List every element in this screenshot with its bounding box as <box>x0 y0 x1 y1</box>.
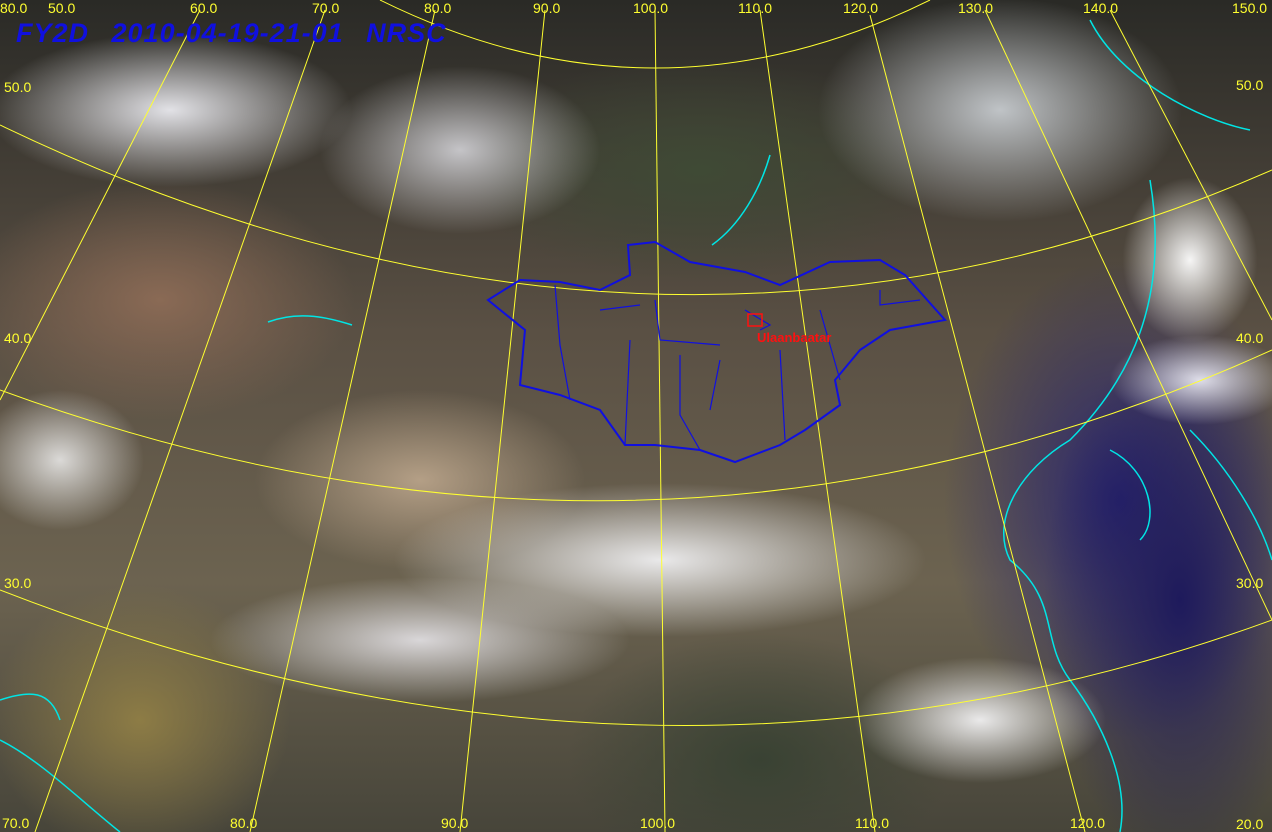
lon-label-bottom: 70.0 <box>2 815 30 831</box>
meridian-90 <box>459 9 546 832</box>
meridian-120 <box>869 14 1086 832</box>
lon-label-top: 80.0 <box>424 0 452 16</box>
parallel-20-upper <box>0 589 1272 726</box>
lat-label-left: 30.0 <box>4 575 32 591</box>
province-line <box>554 284 921 451</box>
lon-label-top: 70.0 <box>312 0 340 16</box>
coastline-east <box>1003 19 1251 832</box>
parallel-30-upper <box>0 349 1272 502</box>
ulaanbaatar-marker <box>747 313 763 327</box>
lat-label-left: 80.0 <box>0 0 28 16</box>
meridian-80 <box>249 9 436 832</box>
meridian-100 <box>654 9 666 832</box>
lat-label-right: 50.0 <box>1236 77 1264 93</box>
lon-label-top: 120.0 <box>843 0 879 16</box>
parallel-50 <box>379 0 931 69</box>
image-title: FY2D 2010-04-19-21-01 NRSC <box>16 18 447 48</box>
lon-label-top: 90.0 <box>533 0 561 16</box>
lat-label-right: 40.0 <box>1236 330 1264 346</box>
lat-label-left: 40.0 <box>4 330 32 346</box>
meridian-60 <box>0 9 201 401</box>
coastline-korea-japan <box>1109 429 1272 561</box>
lon-label-bottom: 90.0 <box>441 815 469 831</box>
lat-label-right: 20.0 <box>1236 816 1264 832</box>
lake-baikal <box>711 154 771 246</box>
lon-label-bottom: 110.0 <box>855 815 889 831</box>
lon-label-top: 100.0 <box>633 0 669 16</box>
meridian-70 <box>34 9 326 832</box>
mongolia-provinces <box>554 284 921 451</box>
lon-label-bottom: 100.0 <box>640 815 676 831</box>
meridian-130 <box>984 9 1272 621</box>
lon-label-top: 110.0 <box>738 0 772 16</box>
parallel-40-upper <box>0 124 1272 296</box>
city-label-ulaanbaatar: Ulaanbaatar <box>757 330 832 345</box>
lon-label-top: 130.0 <box>958 0 994 16</box>
mongolia-border <box>486 240 947 464</box>
lon-label-bottom: 120.0 <box>1070 815 1106 831</box>
lon-label-top: 60.0 <box>190 0 218 16</box>
meridian-140 <box>1109 9 1272 321</box>
coastlines <box>0 19 1272 832</box>
lake-balkhash <box>267 315 353 326</box>
lon-label-bottom: 80.0 <box>230 815 258 831</box>
lon-label-top: 150.0 <box>1232 0 1268 16</box>
coastline-india <box>0 693 121 832</box>
lat-label-left: 50.0 <box>4 79 32 95</box>
lon-label-top: 140.0 <box>1083 0 1119 16</box>
lon-label-top: 50.0 <box>48 0 76 16</box>
lat-label-right: 30.0 <box>1236 575 1264 591</box>
